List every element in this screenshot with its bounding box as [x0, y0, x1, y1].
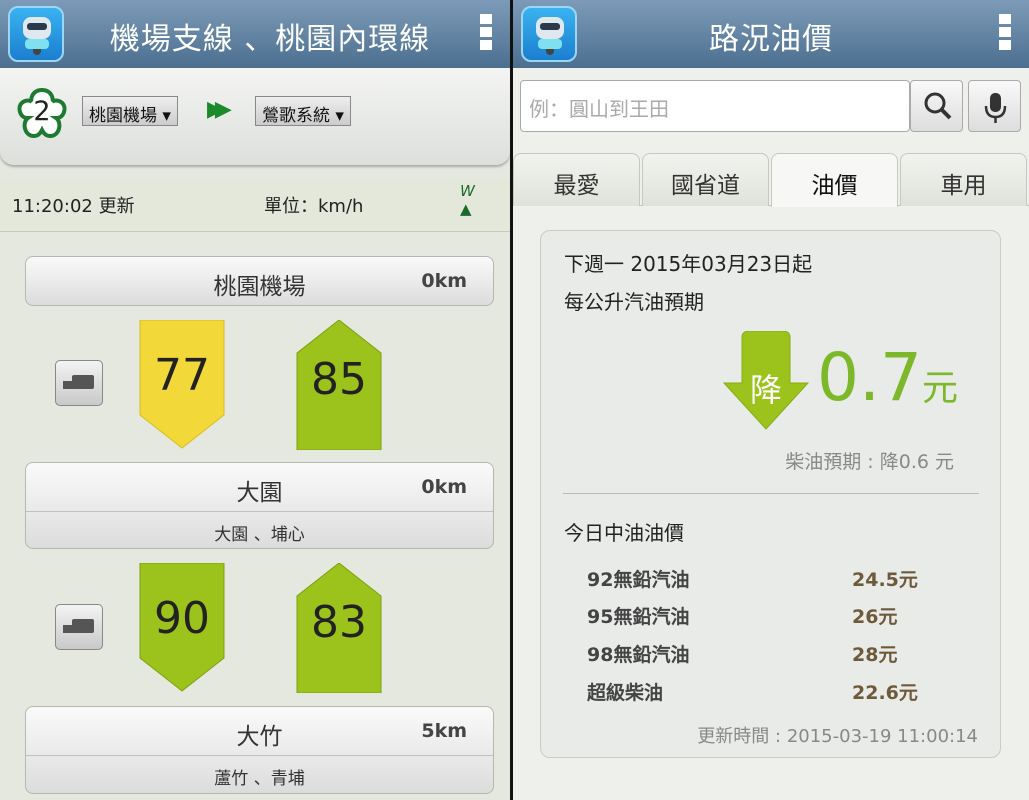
fuel-price: 24.5元 [852, 569, 918, 591]
to-select[interactable]: 鶯歌系統 ▾ [255, 96, 351, 126]
tab-favorites[interactable]: 最愛 [513, 153, 640, 206]
fuel-price: 26元 [852, 606, 898, 628]
search-button[interactable] [910, 80, 963, 132]
forecast-label: 每公升汽油預期 [564, 290, 704, 314]
fuel-panel: 路況油價 例：圓山到王田 最愛 國省道 油價 車用 下週一 2015年03月23… [513, 0, 1029, 800]
header: 機場支線 、桃園內環線 [0, 0, 510, 68]
fuel-price: 28元 [852, 644, 898, 666]
speed-sign-down: 90 [138, 562, 226, 693]
page-title: 機場支線 、桃園內環線 [109, 22, 431, 57]
fuel-name: 超級柴油 [587, 682, 664, 704]
app-robot-icon[interactable] [521, 6, 577, 62]
station-dayuan[interactable]: 大園 0km 大園 、埔心 [25, 462, 494, 549]
fuel-price: 22.6元 [852, 682, 918, 704]
voice-button[interactable] [968, 80, 1021, 132]
overflow-menu-icon[interactable] [480, 14, 492, 53]
from-select[interactable]: 桃園機場 ▾ [82, 96, 178, 126]
page-title: 路況油價 [709, 22, 833, 57]
unit-label: 單位：km/h [264, 196, 364, 217]
overflow-menu-icon[interactable] [999, 14, 1011, 53]
station-dazhu[interactable]: 大竹 5km 蘆竹 、青埔 [25, 706, 494, 794]
price-change: 0.7元 [817, 339, 958, 416]
diesel-forecast: 柴油預期 : 降0.6 元 [785, 451, 954, 473]
down-arrow-icon: 降 [722, 330, 810, 431]
speed-sign-down: 77 [138, 319, 226, 450]
fuel-name: 98無鉛汽油 [587, 644, 690, 666]
station-taoyuan-airport[interactable]: 桃園機場 0km [25, 256, 494, 306]
tab-highways[interactable]: 國省道 [642, 153, 769, 206]
status-row: 11:20:02 更新 單位：km/h W ▲ [0, 180, 510, 232]
speed-sign-up: 83 [295, 562, 383, 694]
compass-icon[interactable]: W ▲ [460, 182, 475, 218]
microphone-icon [984, 93, 1007, 123]
price-update-time: 更新時間 : 2015-03-19 11:00:14 [697, 726, 978, 747]
camera-icon[interactable] [55, 360, 103, 406]
camera-icon[interactable] [55, 604, 103, 650]
fuel-name: 95無鉛汽油 [587, 606, 690, 628]
highway-panel: 機場支線 、桃園內環線 2 桃園機場 ▾ ▶▶ 鶯歌系統 ▾ 11:20:02 … [0, 0, 510, 800]
search-input[interactable]: 例：圓山到王田 [520, 80, 910, 132]
update-time: 11:20:02 更新 [12, 196, 135, 217]
today-price-title: 今日中油油價 [564, 521, 684, 545]
fuel-name: 92無鉛汽油 [587, 569, 690, 591]
direction-arrow-icon: ▶▶ [207, 97, 232, 122]
app-robot-icon[interactable] [8, 6, 64, 62]
route-number-badge: 2 [12, 84, 72, 144]
speed-sign-up: 85 [295, 319, 383, 451]
search-icon [924, 92, 952, 120]
fuel-price-card: 下週一 2015年03月23日起 每公升汽油預期 降 0.7元 柴油預期 : 降… [540, 230, 1001, 758]
tab-fuel-price[interactable]: 油價 [771, 153, 898, 207]
header: 路況油價 [513, 0, 1029, 68]
tab-vehicle[interactable]: 車用 [900, 153, 1027, 206]
effective-date: 下週一 2015年03月23日起 [564, 252, 813, 276]
